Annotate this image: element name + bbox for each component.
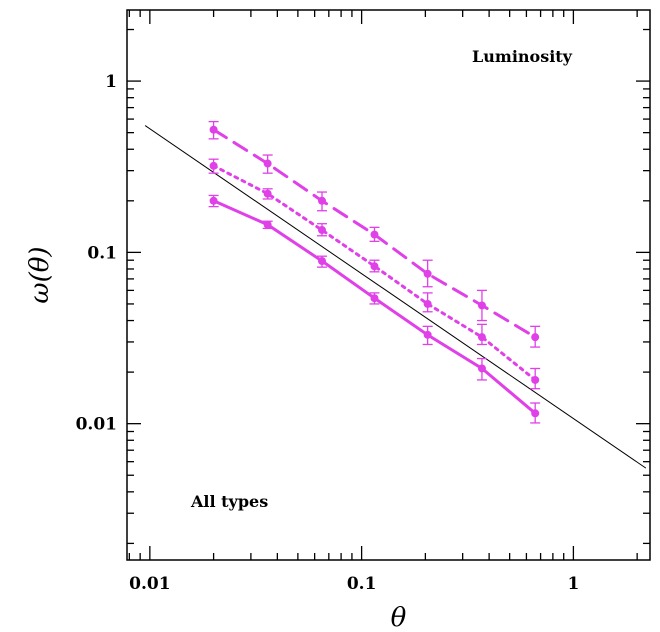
data-point [209,196,218,205]
data-point [477,301,486,310]
data-point [318,226,327,235]
data-point [423,269,432,278]
y-tick-label: 0.1 [87,243,117,263]
data-point [318,196,327,205]
axes-frame-group [126,9,651,561]
y-axis-title: ω(θ) [25,246,55,303]
data-point [423,299,432,308]
x-tick-label: 1 [567,574,579,594]
data-point [423,330,432,339]
series-group [208,120,541,424]
data-point [263,220,272,229]
annotation-all-types: All types [190,492,268,511]
data-point [477,364,486,373]
x-tick-label: 0.1 [347,574,377,594]
reference-line [144,125,647,469]
y-tick-label: 1 [105,72,117,92]
data-point [531,333,540,342]
data-point [370,262,379,271]
data-point [263,159,272,168]
data-point [477,333,486,342]
data-point [209,125,218,134]
series-line-dotted [212,164,537,382]
data-point [209,161,218,170]
plot-frame [126,9,651,561]
reference-line-group [144,125,647,469]
data-point [531,409,540,418]
y-tick-label: 0.01 [76,415,117,435]
data-point [370,230,379,239]
x-axis-title: θ [391,603,407,632]
annotation-luminosity: Luminosity [472,47,573,66]
tick-label-group: 0.01 0.1 1 0.01 0.1 1 [76,72,580,594]
data-point [318,257,327,266]
data-point [370,294,379,303]
data-point [531,375,540,384]
data-point [263,189,272,198]
x-tick-label: 0.01 [129,574,170,594]
